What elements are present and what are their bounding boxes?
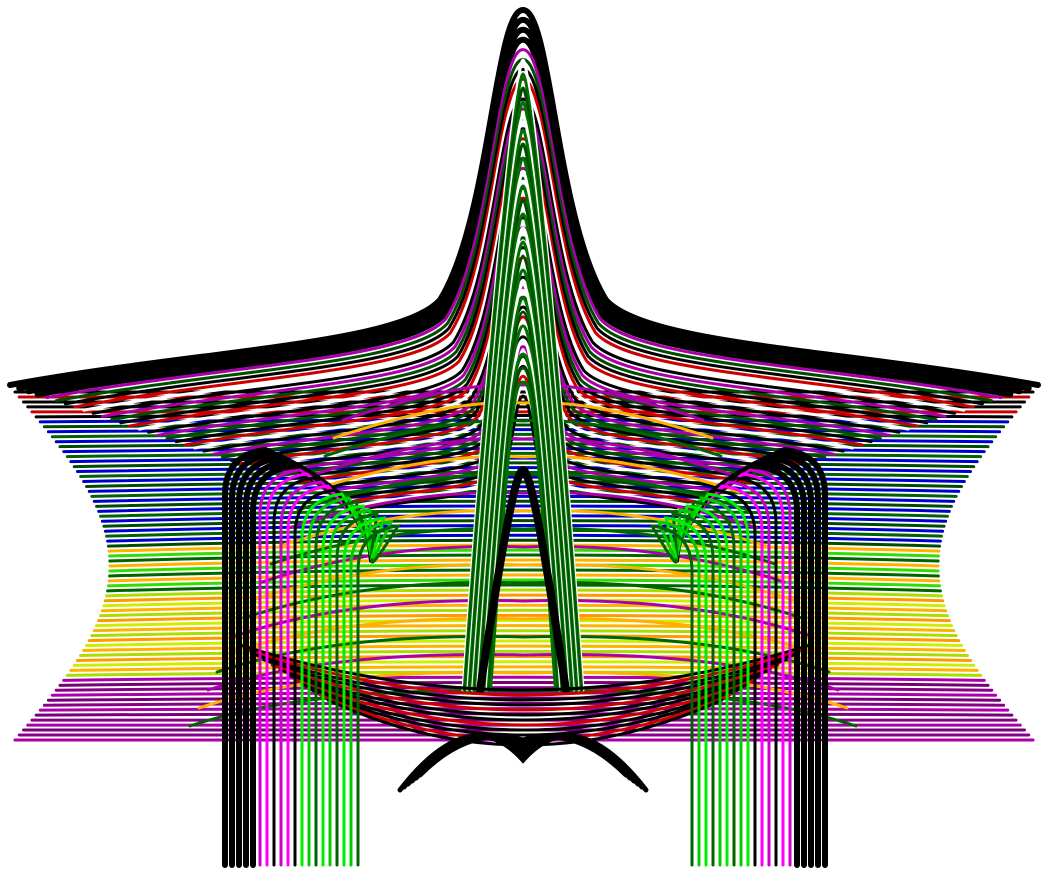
bowl-arc bbox=[238, 643, 812, 692]
crown-outline bbox=[34, 36, 1014, 398]
body-stripe bbox=[42, 701, 1006, 707]
right-leg-line bbox=[663, 516, 708, 867]
crown-outline bbox=[100, 107, 947, 418]
crown-outline bbox=[16, 16, 1032, 392]
body-stripe bbox=[92, 494, 956, 503]
central-spike bbox=[461, 58, 585, 694]
crown-outline bbox=[7, 6, 1041, 388]
crown-outline bbox=[156, 166, 892, 437]
left-leg-line bbox=[342, 516, 387, 867]
crown-outline bbox=[45, 48, 1003, 400]
inner-lobe bbox=[305, 454, 741, 494]
body-stripe bbox=[62, 447, 986, 454]
crown-outline bbox=[230, 246, 818, 463]
body-stripe bbox=[58, 442, 990, 449]
body-stripe bbox=[69, 665, 979, 672]
inner-lobe bbox=[296, 472, 750, 512]
crown-outline bbox=[183, 196, 864, 447]
crown-outline bbox=[137, 147, 910, 431]
bowl-arc bbox=[302, 683, 748, 732]
body-stripe bbox=[87, 485, 961, 493]
body-stripe bbox=[82, 644, 966, 653]
crown-outline bbox=[91, 97, 957, 415]
crown-outline bbox=[322, 345, 725, 494]
crown-outline bbox=[110, 117, 938, 422]
spike-curve bbox=[489, 380, 557, 692]
left-leg-line bbox=[349, 520, 394, 867]
crown-outline bbox=[220, 236, 827, 459]
inner-lobe bbox=[332, 400, 714, 440]
crown-outline bbox=[202, 216, 845, 453]
bowl-arc bbox=[278, 668, 772, 717]
crown-outline bbox=[313, 335, 734, 491]
crown-outline bbox=[340, 364, 706, 500]
body-stripe bbox=[69, 456, 979, 464]
inner-lobe bbox=[341, 382, 705, 422]
crown-outline bbox=[25, 26, 1023, 395]
bowl-arc bbox=[286, 673, 764, 722]
left-leg-line bbox=[356, 524, 401, 867]
bowl-arc bbox=[310, 688, 740, 737]
legs bbox=[222, 446, 828, 868]
body-stripe bbox=[34, 414, 1014, 419]
body-stripe bbox=[72, 461, 976, 469]
body-stripe bbox=[72, 660, 976, 667]
right-leg-line bbox=[656, 520, 701, 867]
crown-outline bbox=[285, 305, 762, 481]
body-stripe bbox=[46, 696, 1002, 702]
crown-outline bbox=[73, 77, 975, 409]
crown-outline bbox=[63, 67, 984, 406]
body-stripe bbox=[85, 639, 963, 648]
body-stripe bbox=[79, 649, 969, 657]
bowl-arc bbox=[270, 663, 780, 712]
body-stripe bbox=[62, 675, 986, 682]
crown-outline bbox=[267, 285, 780, 475]
body-stripe bbox=[90, 629, 958, 638]
crown-outline bbox=[248, 265, 799, 469]
body-stripe bbox=[82, 475, 966, 483]
crown-outline bbox=[128, 137, 919, 428]
bowl-arc bbox=[318, 693, 732, 742]
right-leg-line bbox=[649, 524, 694, 867]
body-stripe bbox=[54, 686, 994, 692]
crown-outline bbox=[165, 176, 882, 441]
inner-lobe bbox=[314, 436, 732, 476]
body-stripe bbox=[76, 655, 972, 662]
inner-lobe bbox=[224, 616, 822, 656]
spike-core bbox=[476, 465, 570, 694]
body-stripe bbox=[65, 451, 983, 459]
body-stripe bbox=[30, 409, 1018, 414]
body-stripe bbox=[85, 480, 963, 488]
body-stripe bbox=[50, 691, 998, 697]
inner-lobe bbox=[323, 418, 723, 458]
foot-loop bbox=[417, 734, 629, 778]
body-stripe bbox=[92, 624, 956, 633]
body-stripe bbox=[58, 680, 990, 687]
crown-outline bbox=[350, 374, 697, 504]
bowl-curves bbox=[238, 643, 812, 793]
